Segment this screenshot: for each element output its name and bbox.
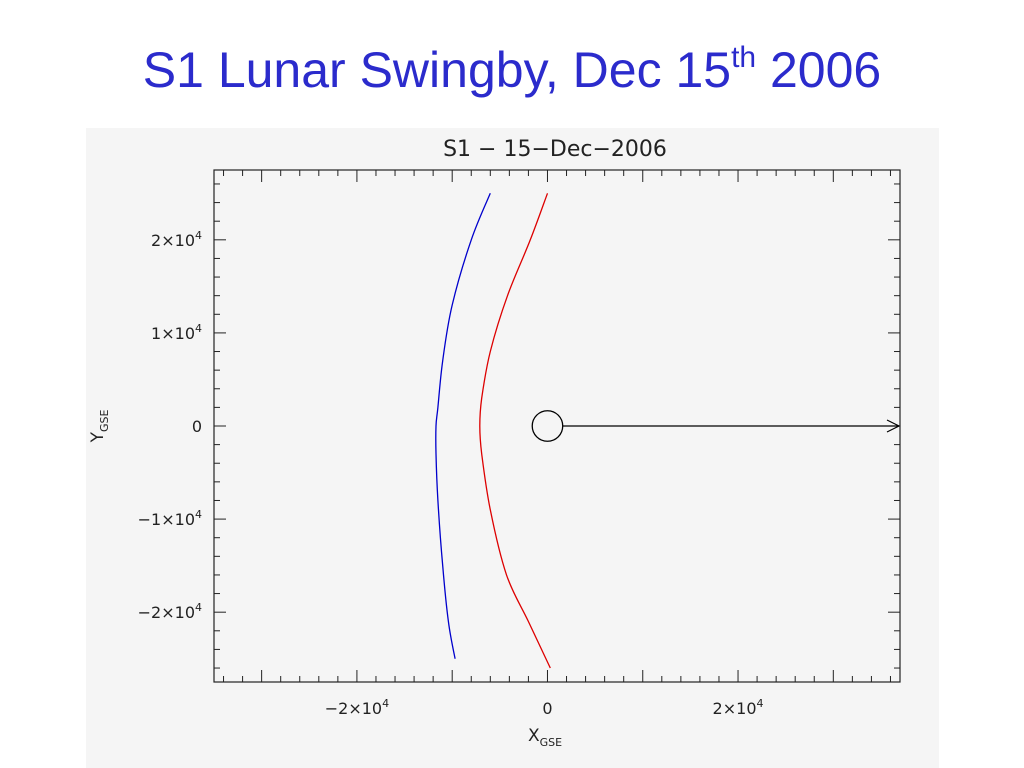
tick-marks bbox=[214, 170, 900, 682]
y-tick-label: 0 bbox=[192, 417, 202, 436]
slide-title-main: S1 Lunar Swingby, Dec 15 bbox=[142, 42, 732, 98]
tick-labels: −2×104 0 2×104 2×104 1×104 0 −1×104 −2×104 bbox=[138, 229, 764, 718]
sun-direction-arrow-head bbox=[886, 419, 901, 433]
chart-title: S1 − 15−Dec−2006 bbox=[443, 137, 667, 162]
y-tick-label: 2×104 bbox=[151, 229, 202, 250]
chart-markers bbox=[531, 410, 901, 442]
chart-svg: S1 − 15−Dec−2006 −2×104 0 2×104 2×104 1×104 0… bbox=[88, 137, 901, 749]
y-axis-label: YGSE bbox=[88, 410, 111, 444]
y-tick-label: 1×104 bbox=[151, 322, 202, 343]
moon-circle bbox=[531, 410, 564, 442]
chart-figure: S1 − 15−Dec−2006 −2×104 0 2×104 2×104 1×104 0… bbox=[86, 128, 939, 768]
x-tick-label: −2×104 bbox=[325, 697, 389, 718]
x-tick-label: 0 bbox=[542, 699, 552, 718]
x-axis-label: XGSE bbox=[528, 726, 562, 749]
slide-title: S1 Lunar Swingby, Dec 15th 2006 bbox=[0, 40, 1024, 100]
x-tick-label: 2×104 bbox=[713, 697, 764, 718]
slide-title-superscript: th bbox=[731, 41, 757, 74]
trajectory-series-2 bbox=[479, 193, 551, 669]
y-tick-label: −2×104 bbox=[138, 601, 202, 622]
slide-title-end: 2006 bbox=[756, 42, 882, 98]
trajectory-curves bbox=[435, 193, 551, 669]
trajectory-series-1 bbox=[435, 193, 491, 659]
y-tick-label: −1×104 bbox=[138, 508, 202, 529]
